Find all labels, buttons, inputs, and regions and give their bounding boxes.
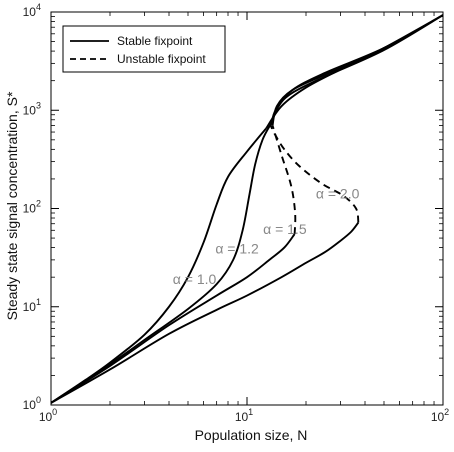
curve-alpha-2-0-stable-lower <box>50 221 360 404</box>
curve-alpha-2-0-unstable <box>269 125 360 223</box>
annotation-label: α = 1.5 <box>263 221 307 237</box>
annotation-label: α = 1.0 <box>173 271 217 287</box>
alpha-annotations: α = 1.0 α = 1.2α = 1.5 α = 2.0 <box>173 186 360 287</box>
legend-label-unstable: Unstable fixpoint <box>117 52 206 66</box>
legend-label-stable: Stable fixpoint <box>117 34 193 48</box>
curve-alpha-1-5-stable-lower <box>50 233 296 404</box>
curve-alpha-1-5-unstable <box>271 125 297 235</box>
annotation-label: α = 1.2 <box>215 240 259 256</box>
y-axis-title: Steady state signal concentration, S* <box>4 91 20 320</box>
legend-box <box>62 25 226 73</box>
annotation-label: α = 2.0 <box>316 186 360 202</box>
curve-alpha-1-2-stable-lower <box>50 123 272 404</box>
curve-alpha-2-0-stable-upper <box>269 14 444 126</box>
curve-layer <box>50 14 444 404</box>
legend: Stable fixpoint Unstable fixpoint <box>62 25 226 73</box>
x-axis-title: Population size, N <box>195 427 308 443</box>
